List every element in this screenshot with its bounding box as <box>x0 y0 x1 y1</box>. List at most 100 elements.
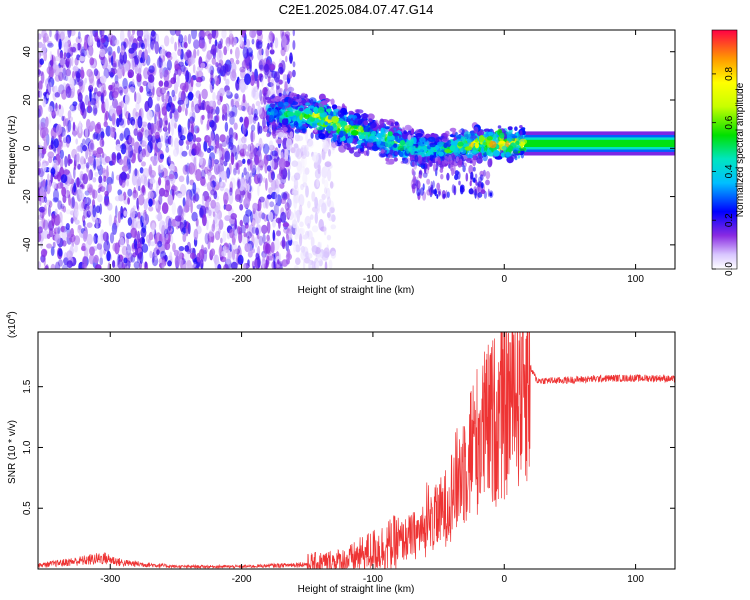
heatmap-cell <box>270 98 278 102</box>
heatmap-cell <box>59 149 64 159</box>
heatmap-cell <box>243 40 247 46</box>
heatmap-cell <box>201 114 205 121</box>
heatmap-cell <box>191 211 198 222</box>
heatmap-cell <box>281 118 288 126</box>
heatmap-cell <box>412 169 416 177</box>
heatmap-cell <box>38 80 43 91</box>
heatmap-cell <box>418 174 422 179</box>
heatmap-cell <box>47 40 53 47</box>
heatmap-cell <box>379 118 385 127</box>
heatmap-cell <box>324 187 328 195</box>
heatmap-cell <box>178 138 184 146</box>
heatmap-cell <box>65 223 70 230</box>
heatmap-cell <box>137 67 142 75</box>
heatmap-cell <box>79 192 85 201</box>
heatmap-cell <box>122 51 127 64</box>
heatmap-cell <box>82 255 88 269</box>
heatmap-cell <box>210 108 217 115</box>
heatmap-cell <box>89 57 95 66</box>
heatmap-cell <box>103 198 110 207</box>
heatmap-cell <box>214 206 220 217</box>
heatmap-cell <box>190 76 194 88</box>
heatmap-cell <box>95 99 100 109</box>
heatmap-cell <box>277 101 284 108</box>
x-tick-label: -200 <box>232 274 252 285</box>
heatmap-cell <box>328 259 333 269</box>
heatmap-cell <box>429 142 436 148</box>
heatmap-cell <box>293 178 299 190</box>
heatmap-cell <box>437 190 441 197</box>
heatmap-cell <box>75 138 78 145</box>
heatmap-cell <box>301 92 306 97</box>
heatmap-cell <box>216 210 222 220</box>
heatmap-cell <box>268 114 274 123</box>
heatmap-cell <box>331 116 339 123</box>
heatmap-cell <box>177 193 183 199</box>
heatmap-cell <box>128 47 135 54</box>
heatmap-cell <box>242 158 246 164</box>
heatmap-cell <box>407 134 412 141</box>
heatmap-cell <box>157 141 163 149</box>
heatmap-cell <box>268 255 275 261</box>
heatmap-cell <box>151 135 157 143</box>
heatmap-cell <box>141 127 144 133</box>
heatmap-cell <box>224 150 231 163</box>
heatmap-cell <box>137 115 143 129</box>
heatmap-cell <box>157 117 164 129</box>
heatmap-cell <box>214 39 218 47</box>
heatmap-cell <box>330 111 334 116</box>
heatmap-cell <box>47 42 54 48</box>
heatmap-cell <box>233 37 237 46</box>
heatmap-cell <box>39 88 43 100</box>
heatmap-cell <box>160 48 164 59</box>
heatmap-cell <box>277 66 284 74</box>
heatmap-cell <box>92 188 95 200</box>
heatmap-cell <box>168 173 175 180</box>
heatmap-cell <box>104 190 109 197</box>
heatmap-cell <box>42 162 47 173</box>
heatmap-cell <box>61 230 67 242</box>
heatmap-cell <box>268 124 272 132</box>
heatmap-cell <box>120 213 124 220</box>
heatmap-cell <box>242 188 245 198</box>
heatmap-cell <box>289 124 295 129</box>
heatmap-cell <box>181 150 188 157</box>
heatmap-cell <box>214 201 221 214</box>
heatmap-cell <box>66 250 73 260</box>
heatmap-cell <box>150 30 156 37</box>
heatmap-cell <box>289 131 294 138</box>
heatmap-cell <box>55 30 59 42</box>
heatmap-cell <box>135 102 140 111</box>
heatmap-cell <box>275 194 282 207</box>
heatmap-cell <box>183 35 188 43</box>
heatmap-cell <box>74 244 78 253</box>
heatmap-cell <box>174 255 181 268</box>
heatmap-cell <box>472 156 477 167</box>
heatmap-cell <box>242 93 246 104</box>
heatmap-cell <box>199 156 203 166</box>
heatmap-band <box>524 139 675 147</box>
heatmap-cell <box>93 158 97 170</box>
heatmap-cell <box>133 217 141 224</box>
heatmap-cell <box>230 62 237 74</box>
heatmap-cell <box>501 145 508 151</box>
heatmap-cell <box>233 248 241 255</box>
heatmap-cell <box>441 156 445 161</box>
heatmap-cell <box>43 204 48 215</box>
heatmap-cell <box>165 146 170 153</box>
heatmap-cell <box>146 34 150 48</box>
heatmap-cell <box>273 71 280 83</box>
heatmap-cell <box>326 212 331 218</box>
heatmap-cell <box>443 142 448 148</box>
heatmap-cell <box>120 100 124 109</box>
heatmap-cell <box>262 200 267 209</box>
heatmap-cell <box>308 260 311 269</box>
heatmap-cell <box>66 260 74 268</box>
heatmap-cell <box>40 169 44 182</box>
heatmap-cell <box>193 49 197 59</box>
heatmap-cell <box>93 68 99 77</box>
heatmap-cell <box>144 129 150 139</box>
heatmap-cell <box>267 42 270 50</box>
heatmap-cell <box>70 197 76 210</box>
heatmap-cell <box>38 117 41 130</box>
